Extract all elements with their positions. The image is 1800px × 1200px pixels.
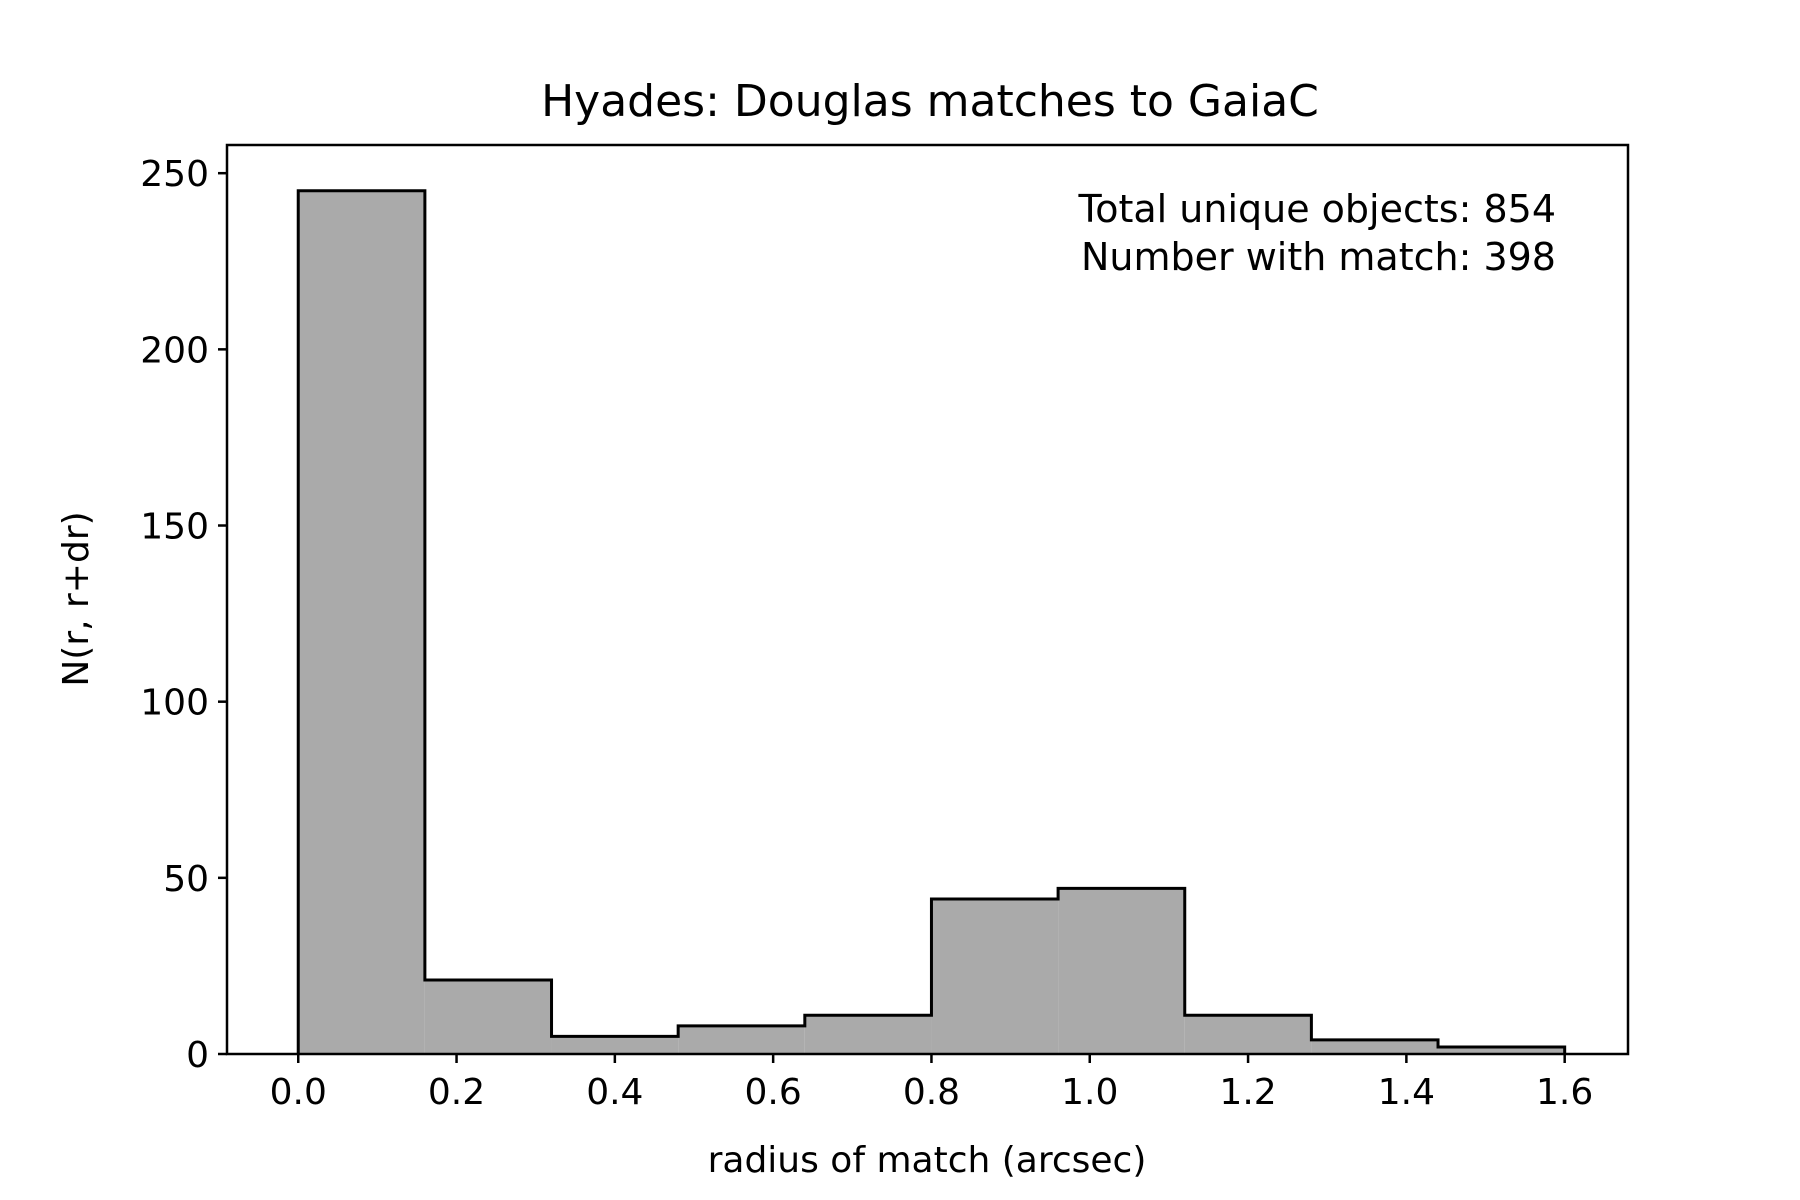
histogram-bar: [551, 1036, 679, 1054]
histogram-bar: [424, 980, 552, 1054]
annotation-total-objects: Total unique objects: 854: [1077, 187, 1556, 231]
x-tick-label: 1.0: [1061, 1072, 1118, 1113]
histogram-bar: [1184, 1015, 1312, 1054]
annotation-number-matched: Number with match: 398: [1081, 235, 1556, 279]
x-tick-label: 1.6: [1536, 1072, 1593, 1113]
histogram-bar: [298, 190, 425, 1055]
histogram-bar: [931, 898, 1059, 1054]
y-axis-label: N(r, r+dr): [56, 511, 97, 686]
y-tick-label: 200: [140, 330, 209, 371]
x-axis-label: radius of match (arcsec): [708, 1140, 1147, 1181]
x-axis-ticks: 0.0 0.2 0.4 0.6 0.8 1.0 1.2 1.4 1.6: [270, 1054, 1593, 1113]
x-tick-label: 0.2: [428, 1072, 485, 1113]
histogram-outline: [296, 189, 1567, 1054]
x-tick-label: 0.8: [903, 1072, 960, 1113]
histogram-bar: [1438, 1046, 1565, 1054]
y-tick-label: 50: [163, 859, 209, 900]
histogram-bar: [1058, 888, 1185, 1054]
y-tick-label: 150: [140, 507, 209, 548]
y-tick-label: 0: [186, 1035, 209, 1076]
y-tick-label: 250: [140, 154, 209, 195]
x-tick-label: 0.4: [586, 1072, 643, 1113]
x-tick-label: 1.4: [1378, 1072, 1435, 1113]
chart-title: Hyades: Douglas matches to GaiaC: [541, 76, 1319, 127]
x-tick-label: 0.0: [270, 1072, 327, 1113]
histogram-bar: [678, 1025, 805, 1054]
histogram-bar: [1311, 1039, 1439, 1054]
plot-frame: [225, 143, 1630, 1056]
y-axis-ticks: 0 50 100 150 200 250: [140, 154, 227, 1076]
y-tick-label: 100: [140, 683, 209, 724]
histogram-bar: [804, 1015, 932, 1054]
x-tick-label: 0.6: [745, 1072, 802, 1113]
x-tick-label: 1.2: [1219, 1072, 1276, 1113]
histogram-bars: [296, 189, 1567, 1055]
